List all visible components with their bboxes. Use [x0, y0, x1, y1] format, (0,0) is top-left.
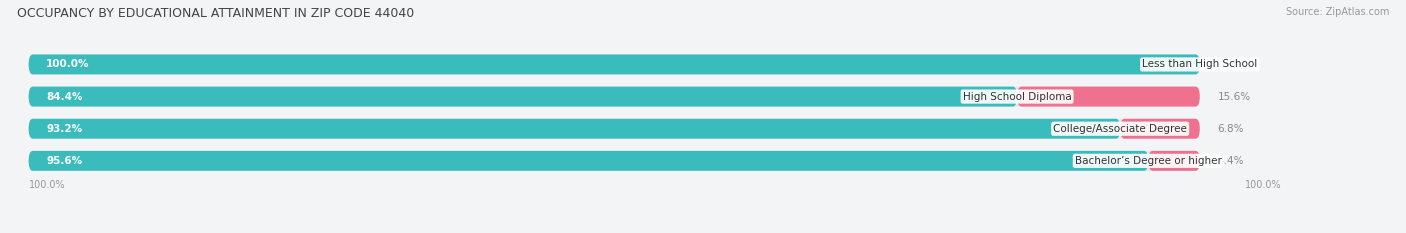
Text: 84.4%: 84.4%	[46, 92, 83, 102]
FancyBboxPatch shape	[28, 87, 1017, 106]
FancyBboxPatch shape	[28, 55, 1199, 74]
FancyBboxPatch shape	[1121, 119, 1199, 139]
Text: 6.8%: 6.8%	[1218, 124, 1244, 134]
Text: Bachelor’s Degree or higher: Bachelor’s Degree or higher	[1074, 156, 1222, 166]
Text: 100.0%: 100.0%	[46, 59, 90, 69]
Text: College/Associate Degree: College/Associate Degree	[1053, 124, 1187, 134]
Text: 100.0%: 100.0%	[28, 180, 65, 190]
Text: Less than High School: Less than High School	[1142, 59, 1257, 69]
Text: 100.0%: 100.0%	[1246, 180, 1282, 190]
Text: 4.4%: 4.4%	[1218, 156, 1244, 166]
FancyBboxPatch shape	[28, 55, 1199, 74]
FancyBboxPatch shape	[28, 87, 1199, 106]
FancyBboxPatch shape	[28, 119, 1121, 139]
FancyBboxPatch shape	[28, 151, 1199, 171]
FancyBboxPatch shape	[1017, 87, 1199, 106]
Text: 93.2%: 93.2%	[46, 124, 83, 134]
FancyBboxPatch shape	[1149, 151, 1199, 171]
Text: 0.0%: 0.0%	[1218, 59, 1244, 69]
Text: High School Diploma: High School Diploma	[963, 92, 1071, 102]
Text: OCCUPANCY BY EDUCATIONAL ATTAINMENT IN ZIP CODE 44040: OCCUPANCY BY EDUCATIONAL ATTAINMENT IN Z…	[17, 7, 415, 20]
Text: Source: ZipAtlas.com: Source: ZipAtlas.com	[1285, 7, 1389, 17]
FancyBboxPatch shape	[28, 119, 1199, 139]
FancyBboxPatch shape	[28, 151, 1149, 171]
Text: 95.6%: 95.6%	[46, 156, 83, 166]
Text: 15.6%: 15.6%	[1218, 92, 1250, 102]
